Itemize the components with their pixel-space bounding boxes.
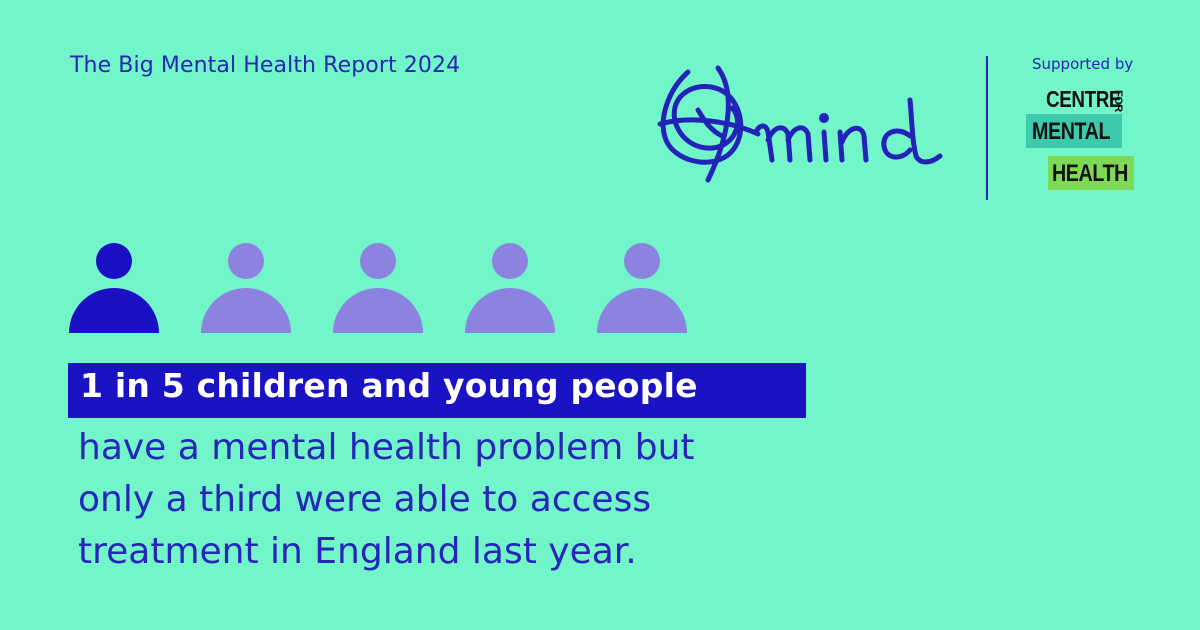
person-icon (333, 243, 423, 333)
centre-for-mental-health-logo: CENTRE FOR MENTAL HEALTH (1020, 84, 1150, 199)
logo-word-for: FOR (1112, 90, 1124, 112)
highlight-statement: 1 in 5 children and young people (80, 366, 698, 405)
logo-word-mental: MENTAL (1032, 118, 1111, 145)
logo-divider (986, 56, 988, 200)
highlight-box (68, 363, 806, 418)
people-icons (68, 243, 708, 335)
report-title: The Big Mental Health Report 2024 (70, 53, 461, 78)
statement-body: have a mental health problem but only a … (78, 422, 838, 578)
logo-word-health: HEALTH (1052, 160, 1128, 187)
mind-logo (657, 65, 943, 183)
logo-word-centre: CENTRE (1046, 86, 1122, 112)
supported-by-label: Supported by (1032, 55, 1134, 73)
person-icon (201, 243, 291, 333)
person-icon-highlighted (69, 243, 159, 333)
logo-mental-band (1026, 114, 1122, 148)
statement-line-2: only a third were able to access (78, 479, 652, 520)
logo-health-band (1048, 156, 1134, 190)
person-icon (597, 243, 687, 333)
person-icon (465, 243, 555, 333)
statement-line-1: have a mental health problem but (78, 427, 695, 468)
statement-line-3: treatment in England last year. (78, 531, 637, 572)
